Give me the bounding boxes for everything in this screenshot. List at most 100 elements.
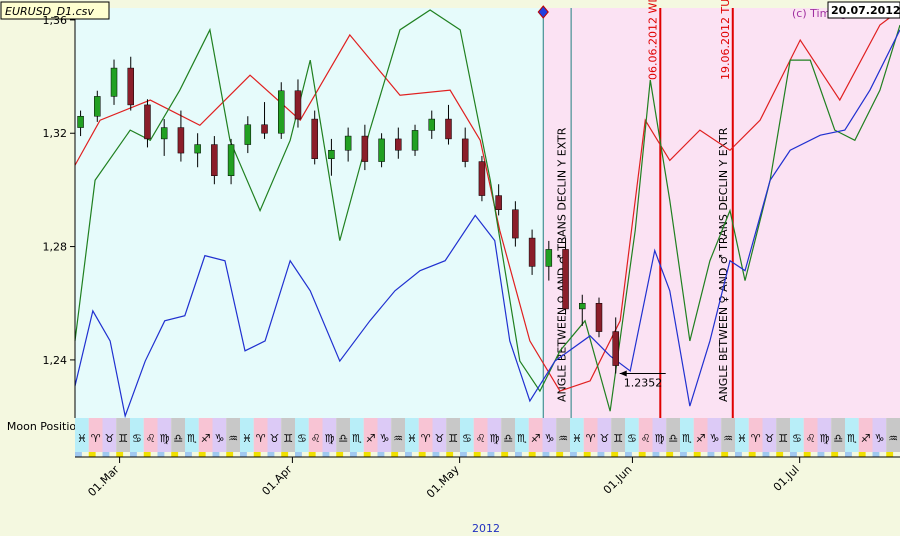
moon-cell — [460, 418, 474, 452]
candle-body — [294, 90, 302, 120]
moon-cell — [130, 418, 144, 452]
moon-tick — [721, 452, 729, 457]
date-box — [827, 1, 900, 19]
moon-cell — [625, 418, 639, 452]
candle-body — [478, 161, 486, 196]
candle-body — [278, 90, 285, 134]
candle-body — [445, 118, 452, 140]
moon-cell — [542, 418, 557, 452]
moon-cell — [666, 418, 680, 452]
moon-sign: ♉ — [764, 432, 774, 445]
moon-tick — [240, 452, 247, 457]
moon-cell — [350, 418, 364, 452]
candle-body — [428, 118, 436, 131]
moon-tick — [638, 452, 646, 457]
moon-sign: ♎ — [338, 432, 348, 445]
moon-sign: ♏ — [847, 432, 857, 445]
moon-cell — [570, 418, 584, 452]
event-region — [543, 8, 900, 418]
moon-tick — [75, 452, 82, 457]
moon-tick — [281, 452, 289, 457]
moon-sign: ♊ — [118, 432, 128, 445]
moon-sign: ♏ — [517, 432, 527, 445]
moon-cell — [446, 418, 460, 452]
moon-cell — [116, 418, 130, 452]
moon-cell — [418, 418, 433, 452]
moon-tick — [652, 452, 660, 457]
candle-body — [344, 135, 352, 151]
moon-sign: ♓ — [407, 432, 417, 445]
moon-sign: ♑ — [544, 432, 554, 445]
moon-cell — [721, 418, 735, 452]
moon-tick — [707, 452, 715, 457]
event-diamond — [537, 5, 549, 19]
moon-tick — [405, 452, 412, 457]
moon-cell — [528, 418, 543, 452]
candle-body — [595, 302, 603, 332]
moon-cell — [432, 418, 447, 452]
moon-cell — [308, 418, 323, 452]
moon-tick — [267, 452, 275, 457]
moon-tick — [845, 452, 852, 457]
candle-body — [612, 331, 619, 366]
candle-body — [211, 144, 218, 176]
moon-tick — [831, 452, 839, 457]
candle-body — [328, 149, 335, 159]
moon-cell — [886, 418, 900, 452]
moon-tick — [556, 452, 564, 457]
moon-sign: ♎ — [173, 432, 183, 445]
moon-cell — [363, 418, 378, 452]
candle-body — [579, 302, 586, 310]
moon-tick — [116, 452, 124, 457]
moon-sign: ♑ — [874, 432, 884, 445]
moon-tick — [858, 452, 866, 457]
moon-tick — [680, 452, 687, 457]
candle-body — [562, 249, 569, 310]
candle-body — [461, 138, 469, 162]
moon-tick — [542, 452, 550, 457]
moon-sign: ♌ — [146, 432, 156, 445]
moon-cell — [707, 418, 722, 452]
moon-cell — [748, 418, 763, 452]
moon-sign: ♈ — [421, 432, 431, 445]
moon-sign: ♑ — [379, 432, 389, 445]
moon-tick — [762, 452, 770, 457]
moon-cell — [295, 418, 309, 452]
moon-sign: ♈ — [586, 432, 596, 445]
moon-sign: ♒ — [723, 432, 733, 445]
moon-sign: ♓ — [572, 432, 582, 445]
moon-tick — [570, 452, 577, 457]
moon-sign: ♓ — [77, 432, 87, 445]
moon-tick — [185, 452, 192, 457]
moon-cell — [845, 418, 859, 452]
moon-sign: ♋ — [792, 432, 802, 445]
moon-cell — [762, 418, 777, 452]
moon-cell — [597, 418, 612, 452]
moon-sign: ♍ — [654, 432, 664, 445]
moon-tick — [803, 452, 811, 457]
moon-tick — [748, 452, 756, 457]
moon-cell — [391, 418, 405, 452]
moon-cell — [322, 418, 337, 452]
moon-tick — [625, 452, 632, 457]
moon-cell — [817, 418, 832, 452]
moon-tick — [377, 452, 385, 457]
moon-cell — [185, 418, 199, 452]
moon-cell — [638, 418, 653, 452]
event-label: 19.06.2012 TU — [719, 0, 732, 80]
moon-tick — [253, 452, 261, 457]
moon-cell — [858, 418, 873, 452]
candle-body — [495, 195, 502, 210]
candle-body — [77, 115, 84, 128]
y-tick-label: 1,36 — [43, 14, 68, 27]
moon-tick — [817, 452, 825, 457]
moon-tick — [391, 452, 399, 457]
moon-sign: ♈ — [256, 432, 266, 445]
moon-cell — [487, 418, 502, 452]
title-box — [0, 1, 110, 20]
moon-cell — [75, 418, 89, 452]
moon-tick — [776, 452, 784, 457]
candle-body — [378, 138, 385, 162]
